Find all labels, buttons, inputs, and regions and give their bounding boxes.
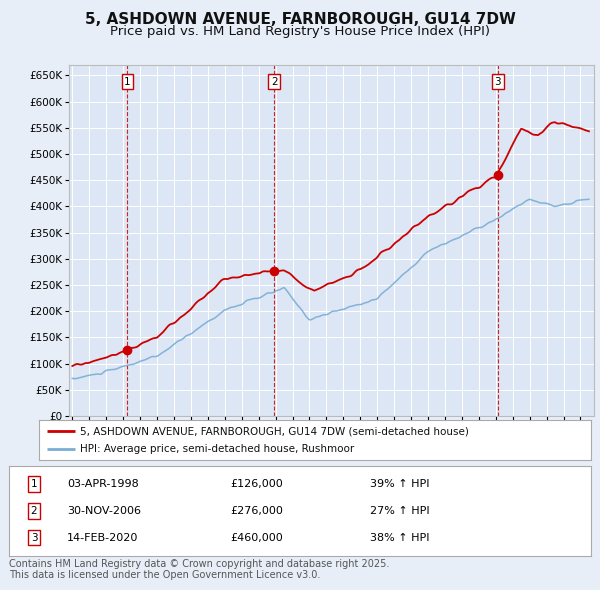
Text: Price paid vs. HM Land Registry's House Price Index (HPI): Price paid vs. HM Land Registry's House … (110, 25, 490, 38)
Text: 39% ↑ HPI: 39% ↑ HPI (370, 479, 430, 489)
Text: 5, ASHDOWN AVENUE, FARNBOROUGH, GU14 7DW: 5, ASHDOWN AVENUE, FARNBOROUGH, GU14 7DW (85, 12, 515, 27)
Text: 3: 3 (31, 533, 37, 543)
Text: 5, ASHDOWN AVENUE, FARNBOROUGH, GU14 7DW (semi-detached house): 5, ASHDOWN AVENUE, FARNBOROUGH, GU14 7DW… (80, 427, 469, 437)
Text: 30-NOV-2006: 30-NOV-2006 (67, 506, 141, 516)
Text: Contains HM Land Registry data © Crown copyright and database right 2025.
This d: Contains HM Land Registry data © Crown c… (9, 559, 389, 581)
Text: 1: 1 (31, 479, 37, 489)
Text: £276,000: £276,000 (230, 506, 283, 516)
Text: 1: 1 (124, 77, 131, 87)
Text: 38% ↑ HPI: 38% ↑ HPI (370, 533, 430, 543)
Text: 03-APR-1998: 03-APR-1998 (67, 479, 139, 489)
Text: 14-FEB-2020: 14-FEB-2020 (67, 533, 139, 543)
Text: 3: 3 (494, 77, 501, 87)
Text: 2: 2 (31, 506, 37, 516)
Text: 27% ↑ HPI: 27% ↑ HPI (370, 506, 430, 516)
Text: £460,000: £460,000 (230, 533, 283, 543)
Text: £126,000: £126,000 (230, 479, 283, 489)
Text: 2: 2 (271, 77, 278, 87)
Text: HPI: Average price, semi-detached house, Rushmoor: HPI: Average price, semi-detached house,… (80, 444, 355, 454)
